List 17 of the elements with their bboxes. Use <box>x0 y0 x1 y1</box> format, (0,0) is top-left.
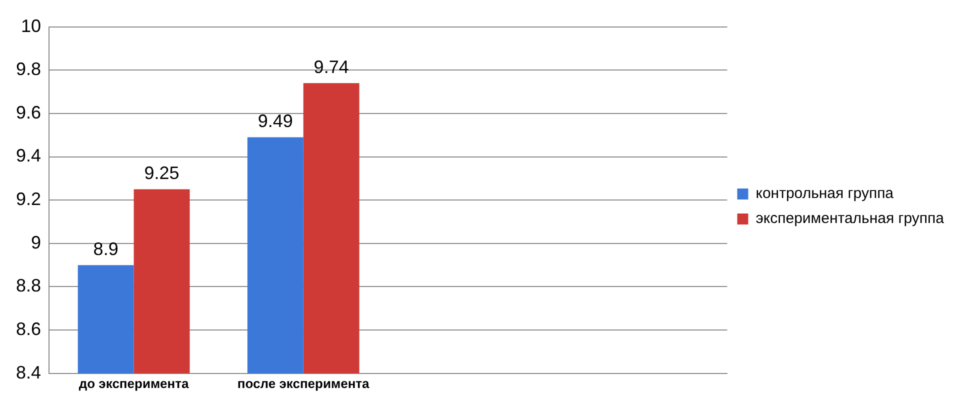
y-tick-label: 8.6 <box>16 319 42 340</box>
y-tick-label: 10 <box>20 16 42 36</box>
y-tick-label: 9.6 <box>16 102 42 122</box>
y-tick-label: 9.4 <box>16 146 42 166</box>
y-tick-label: 8.4 <box>16 362 42 382</box>
y-tick-label: 9.2 <box>16 189 42 210</box>
y-tick-label: 9.8 <box>16 59 42 80</box>
x-tick-label: после эксперимента <box>237 376 370 391</box>
x-tick-label: до эксперимента <box>78 376 190 391</box>
data-label: 9.49 <box>258 111 293 132</box>
data-label: 8.9 <box>93 239 118 260</box>
legend-label: контрольная группа <box>756 185 894 202</box>
y-tick-label: 8.8 <box>16 276 42 296</box>
data-label: 9.74 <box>314 57 349 78</box>
data-label: 9.25 <box>144 163 180 184</box>
legend-label: экспериментальная группа <box>756 210 945 228</box>
y-tick-label: 9 <box>31 232 42 252</box>
